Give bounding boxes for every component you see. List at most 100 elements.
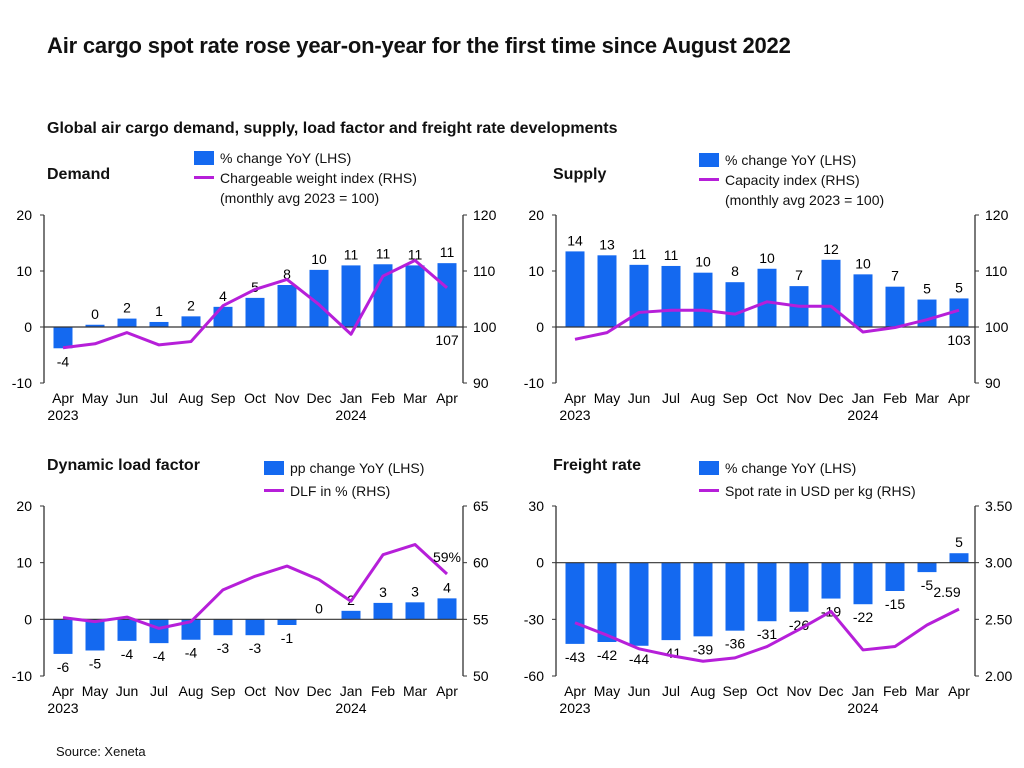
bar: [757, 562, 777, 622]
year-label: 2024: [335, 700, 366, 716]
line-swatch-icon: [699, 178, 719, 181]
bar: [821, 562, 841, 599]
right-tick-label: 60: [473, 555, 489, 571]
supply-title: Supply: [553, 166, 607, 183]
category-label: Nov: [275, 683, 300, 699]
bar-label: -42: [597, 647, 617, 663]
category-label: Mar: [915, 683, 939, 699]
bar-label: 10: [311, 251, 327, 267]
bar: [277, 285, 297, 327]
category-label: Dec: [819, 390, 844, 406]
category-label: Sep: [211, 683, 236, 699]
bar-label: 10: [855, 255, 871, 271]
dlf-legend: pp change YoY (LHS) DLF in % (RHS): [264, 458, 424, 501]
left-tick-label: 20: [528, 207, 544, 223]
bar-label: 2: [187, 297, 195, 313]
line-swatch-icon: [194, 176, 214, 179]
category-label: Nov: [787, 683, 812, 699]
right-tick-label: 120: [985, 207, 1009, 223]
demand-title: Demand: [47, 166, 111, 183]
category-label: Jun: [628, 390, 651, 406]
category-label: Apr: [52, 390, 74, 406]
legend-bar-label: % change YoY (LHS): [725, 152, 857, 168]
bar: [565, 562, 585, 644]
right-tick-label: 50: [473, 668, 489, 684]
right-tick-label: 100: [473, 319, 497, 335]
bar: [53, 327, 73, 349]
right-tick-label: 3.00: [985, 555, 1012, 571]
page-title: Air cargo spot rate rose year-on-year fo…: [47, 33, 791, 58]
category-label: Dec: [819, 683, 844, 699]
left-tick-label: 10: [16, 555, 32, 571]
category-label: Aug: [179, 683, 204, 699]
year-label: 2023: [559, 407, 590, 423]
legend-line-entry: Chargeable weight index (RHS): [194, 168, 417, 188]
right-tick-label: 3.50: [985, 498, 1012, 514]
category-label: Feb: [371, 683, 395, 699]
category-label: Dec: [307, 683, 332, 699]
bar-label: -4: [57, 353, 70, 369]
bar-label: -4: [153, 648, 166, 664]
bar: [437, 263, 457, 327]
bar: [373, 602, 393, 620]
source-note: Source: Xeneta: [56, 744, 146, 759]
bar: [181, 316, 201, 327]
category-label: Jan: [852, 390, 875, 406]
category-label: Oct: [756, 683, 778, 699]
bar-label: -22: [853, 609, 873, 625]
category-label: Jan: [340, 683, 363, 699]
left-tick-label: 20: [16, 207, 32, 223]
bar-label: -26: [789, 617, 809, 633]
category-label: Oct: [244, 683, 266, 699]
category-label: Nov: [787, 390, 812, 406]
bar-swatch-icon: [699, 461, 719, 475]
category-label: Mar: [915, 390, 939, 406]
bar-label: 11: [664, 247, 679, 263]
bar: [277, 619, 297, 625]
bar: [149, 321, 169, 327]
left-tick-label: -60: [524, 668, 544, 684]
bar-label: 2: [123, 300, 131, 316]
left-tick-label: 0: [536, 555, 544, 571]
bar: [821, 259, 841, 327]
bar-label: 5: [923, 281, 931, 297]
bar: [213, 306, 233, 327]
bar-label: 4: [443, 579, 451, 595]
legend-bar-entry: % change YoY (LHS): [699, 458, 916, 478]
category-label: Jul: [150, 390, 168, 406]
bar-label: 11: [440, 244, 455, 260]
category-label: Jun: [628, 683, 651, 699]
bar-label: -6: [57, 659, 70, 675]
bar: [661, 562, 681, 641]
category-label: Mar: [403, 390, 427, 406]
bar-label: 1: [155, 303, 163, 319]
category-label: Sep: [723, 390, 748, 406]
dlf-title: Dynamic load factor: [47, 457, 200, 474]
right-tick-label: 65: [473, 498, 489, 514]
supply-legend: % change YoY (LHS) Capacity index (RHS) …: [699, 150, 884, 210]
bar-swatch-icon: [264, 461, 284, 475]
bar-label: -1: [281, 630, 294, 646]
legend-bar-label: pp change YoY (LHS): [290, 460, 425, 476]
bar: [725, 282, 745, 327]
bar-label: -44: [629, 651, 649, 667]
line-swatch-icon: [699, 489, 719, 492]
bar: [405, 265, 425, 327]
bar-label: -3: [217, 640, 230, 656]
category-label: Feb: [883, 390, 907, 406]
bar: [341, 610, 361, 620]
left-tick-label: 10: [16, 263, 32, 279]
category-label: Apr: [564, 683, 586, 699]
bar-label: -5: [89, 656, 102, 672]
bar: [117, 619, 137, 641]
bar: [597, 255, 617, 327]
bar-label: 11: [408, 246, 423, 262]
bar-label: -43: [565, 649, 585, 665]
bar: [565, 251, 585, 327]
bar-label: -3: [249, 640, 262, 656]
bar-label: 3: [379, 584, 387, 600]
bar: [693, 562, 713, 637]
category-label: Mar: [403, 683, 427, 699]
category-label: Oct: [756, 390, 778, 406]
